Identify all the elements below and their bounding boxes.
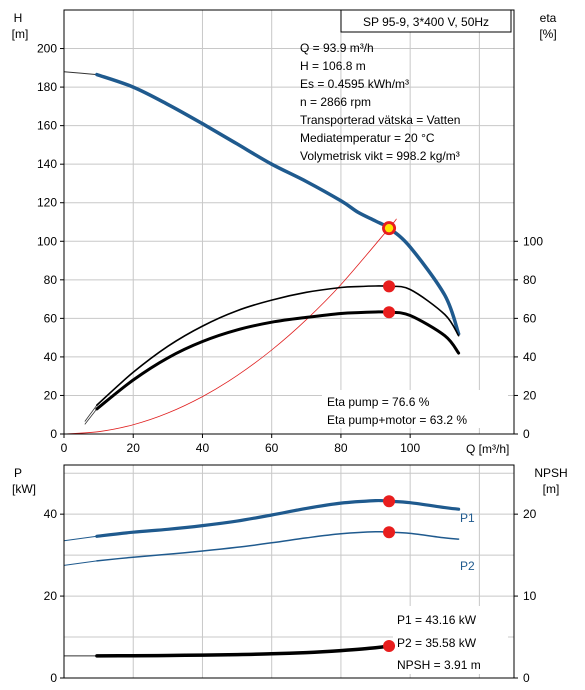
left-tick-label: 200 [37, 42, 57, 56]
eta-annotation-bg [322, 390, 508, 428]
left-tick-label: 60 [44, 311, 58, 325]
top-tick-labels: 0 20 40 60 80 100 0 20 40 60 80 100 120 140 160 180 200 0… [37, 42, 543, 455]
eta_pump_motor-curve [95, 310, 461, 411]
info-density: Volymetrisk vikt = 998.2 kg/m³ [300, 149, 460, 163]
p1-value-label: P1 = 43.16 kW [397, 613, 477, 627]
x-tick-label: 60 [265, 441, 279, 455]
bottom-plot-frame [63, 464, 515, 679]
power-tick-label: 0 [50, 671, 57, 685]
head-curve [95, 72, 461, 336]
npsh-tick-label: 10 [523, 589, 537, 603]
bottom-left-axis-label: P [14, 466, 22, 480]
x-tick-label: 0 [61, 441, 68, 455]
top-grid [64, 10, 514, 434]
p2-value-label: P2 = 35.58 kW [397, 636, 477, 650]
system-curve [63, 218, 397, 435]
top-right-axis-label: eta [540, 11, 557, 25]
power-tick-label: 20 [44, 589, 58, 603]
top-right-axis-unit: [%] [539, 27, 556, 41]
info-speed: n = 2866 rpm [300, 95, 371, 109]
info-liquid: Transporterad vätska = Vatten [300, 113, 460, 127]
info-energy: Es = 0.4595 kWh/m³ [300, 77, 409, 91]
info-flow: Q = 93.9 m³/h [300, 41, 374, 55]
left-tick-label: 100 [37, 234, 57, 248]
x-axis-label: Q [m³/h] [466, 442, 509, 456]
top-plot-frame [63, 9, 515, 435]
left-tick-label: 120 [37, 196, 57, 210]
right-tick-label: 0 [523, 427, 530, 441]
x-tick-label: 20 [127, 441, 141, 455]
eta_pump-extension-line [84, 404, 98, 422]
chart-title-box [340, 9, 512, 33]
left-tick-label: 0 [50, 427, 57, 441]
head-extension-line [63, 71, 97, 76]
bottom-right-axis-label: NPSH [534, 466, 567, 480]
right-tick-label: 20 [523, 388, 537, 402]
bottom-curves [63, 498, 461, 658]
operating-points [382, 221, 397, 652]
left-tick-label: 20 [44, 388, 58, 402]
right-tick-label: 60 [523, 311, 537, 325]
right-tick-label: 100 [523, 234, 543, 248]
power-annotation-bg [393, 606, 508, 674]
x-tick-label: 100 [400, 441, 420, 455]
eta-pump-label: Eta pump = 76.6 % [327, 395, 430, 409]
eta_pump_motor-extension-line [84, 408, 98, 425]
npsh-tick-label: 0 [523, 671, 530, 685]
left-tick-label: 140 [37, 157, 57, 171]
left-tick-label: 40 [44, 350, 58, 364]
top-left-axis-label: H [14, 11, 23, 25]
power-point [383, 495, 396, 508]
power-point [383, 639, 396, 652]
p1-curve [95, 498, 461, 538]
p1-series-label: P1 [460, 511, 475, 525]
left-tick-label: 160 [37, 119, 57, 133]
info-temperature: Mediatemperatur = 20 °C [300, 131, 435, 145]
p2-series-label: P2 [460, 559, 475, 573]
efficiency-point [383, 306, 396, 319]
power-point [383, 526, 396, 539]
chart-title: SP 95-9, 3*400 V, 50Hz [363, 15, 489, 29]
operating-info: Q = 93.9 m³/h H = 106.8 m Es = 0.4595 kW… [300, 41, 460, 163]
info-head: H = 106.8 m [300, 59, 366, 73]
npsh-tick-label: 20 [523, 507, 537, 521]
x-tick-label: 80 [334, 441, 348, 455]
x-tick-label: 40 [196, 441, 210, 455]
right-tick-label: 80 [523, 273, 537, 287]
bottom-right-axis-unit: [m] [543, 482, 560, 496]
left-tick-label: 80 [44, 273, 58, 287]
duty-point-center [384, 223, 394, 233]
npsh-curve [95, 644, 391, 658]
top-left-axis-unit: [m] [12, 27, 29, 41]
efficiency-point [383, 280, 396, 293]
eta-pump-motor-label: Eta pump+motor = 63.2 % [327, 413, 467, 427]
bottom-tick-labels: 0 20 40 0 10 20 [44, 507, 537, 685]
p1-extension-line [63, 535, 97, 542]
top-curves [63, 71, 461, 435]
power-tick-label: 40 [44, 507, 58, 521]
p2-curve [96, 530, 460, 562]
npsh-value-label: NPSH = 3.91 m [397, 658, 481, 672]
right-tick-label: 40 [523, 350, 537, 364]
eta_pump-curve [96, 285, 460, 406]
bottom-left-axis-unit: [kW] [12, 482, 36, 496]
p2-extension-line [63, 560, 97, 566]
left-tick-label: 180 [37, 80, 57, 94]
